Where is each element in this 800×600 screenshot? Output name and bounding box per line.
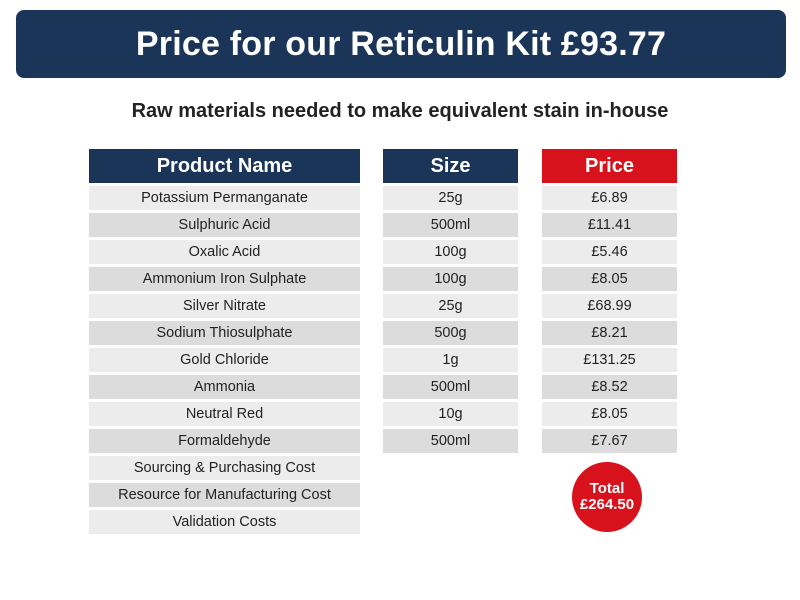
price-cell: £68.99: [542, 294, 677, 318]
product-name-cell: Sulphuric Acid: [89, 213, 360, 237]
product-name-column: Product Name Potassium Permanganate Sulph…: [89, 149, 360, 537]
product-name-header-label: Product Name: [156, 154, 293, 177]
product-rows: Potassium Permanganate Sulphuric Acid Oxal…: [89, 186, 360, 534]
price-cell: £8.05: [542, 267, 677, 291]
price-cell: £131.25: [542, 348, 677, 372]
price-header: Price: [542, 149, 677, 183]
product-name-cell: Neutral Red: [89, 402, 360, 426]
price-cell: £5.46: [542, 240, 677, 264]
size-rows: 25g 500ml 100g 100g 25g 500g 1g 500ml 10g 500ml: [383, 186, 518, 453]
size-cell: 1g: [383, 348, 518, 372]
size-cell: 500ml: [383, 375, 518, 399]
product-name-header: Product Name: [89, 149, 360, 183]
price-header-label: Price: [585, 154, 634, 177]
page-subtitle: Raw materials needed to make equivalent …: [131, 100, 669, 122]
product-name-cell: Oxalic Acid: [89, 240, 360, 264]
product-name-cell: Validation Costs: [89, 510, 360, 534]
price-cell: £8.52: [542, 375, 677, 399]
total-label: Total: [589, 480, 625, 497]
size-cell: 500ml: [383, 429, 518, 453]
product-name-cell: Silver Nitrate: [89, 294, 360, 318]
size-cell: 100g: [383, 240, 518, 264]
product-name-cell: Ammonia: [89, 375, 360, 399]
product-name-cell: Gold Chloride: [89, 348, 360, 372]
size-cell: 10g: [383, 402, 518, 426]
price-cell: £8.05: [542, 402, 677, 426]
price-column: Price £6.89 £11.41 £5.46 £8.05 £68.99 £8.21 £1…: [542, 149, 677, 456]
size-cell: 25g: [383, 186, 518, 210]
price-cell: £11.41: [542, 213, 677, 237]
size-cell: 500g: [383, 321, 518, 345]
price-cell: £6.89: [542, 186, 677, 210]
size-cell: 25g: [383, 294, 518, 318]
product-name-cell: Potassium Permanganate: [89, 186, 360, 210]
size-header-label: Size: [430, 154, 471, 177]
product-name-cell: Ammonium Iron Sulphate: [89, 267, 360, 291]
total-badge: Total £264.50: [572, 462, 642, 532]
banner-title: Price for our Reticulin Kit £93.77: [135, 24, 667, 63]
product-name-cell: Formaldehyde: [89, 429, 360, 453]
title-banner: Price for our Reticulin Kit £93.77: [16, 10, 786, 78]
price-cell: £8.21: [542, 321, 677, 345]
price-cell: £7.67: [542, 429, 677, 453]
size-cell: 500ml: [383, 213, 518, 237]
size-header: Size: [383, 149, 518, 183]
size-cell: 100g: [383, 267, 518, 291]
product-name-cell: Resource for Manufacturing Cost: [89, 483, 360, 507]
price-rows: £6.89 £11.41 £5.46 £8.05 £68.99 £8.21 £131.25 £…: [542, 186, 677, 453]
size-column: Size 25g 500ml 100g 100g 25g 500g 1g 500ml 10g 50…: [383, 149, 518, 456]
product-name-cell: Sodium Thiosulphate: [89, 321, 360, 345]
total-value: £264.50: [579, 496, 635, 513]
product-name-cell: Sourcing & Purchasing Cost: [89, 456, 360, 480]
